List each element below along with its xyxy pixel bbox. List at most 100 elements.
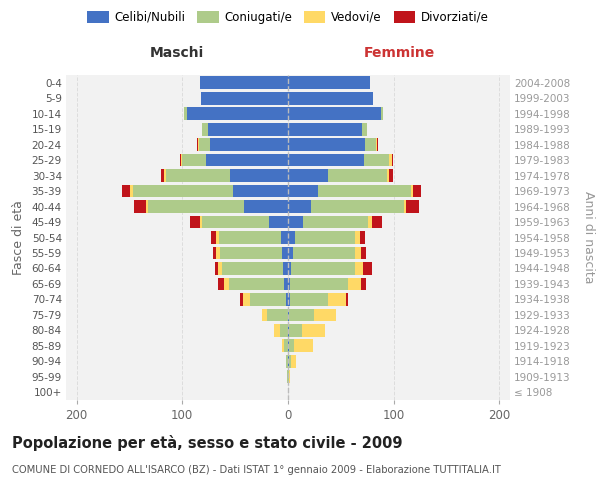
Bar [293,246,355,260]
Bar [355,262,363,275]
Bar [288,123,362,136]
Bar [230,169,288,182]
Bar [371,216,382,228]
Bar [267,308,288,321]
Bar [290,293,328,306]
Y-axis label: Fasce di età: Fasce di età [11,200,25,275]
Bar [288,278,290,290]
Bar [355,231,360,244]
Bar [229,278,284,290]
Bar [348,278,361,290]
Bar [262,308,267,321]
Bar [302,324,325,336]
Bar [363,262,371,275]
Bar [280,324,288,336]
Bar [289,340,295,352]
Bar [381,108,383,120]
Bar [281,340,284,352]
Bar [284,278,288,290]
Bar [360,231,365,244]
Bar [311,200,404,213]
Bar [288,324,289,336]
Bar [288,246,293,260]
Bar [286,293,288,306]
Bar [288,262,291,275]
Bar [289,324,302,336]
Bar [286,355,288,368]
Bar [288,200,311,213]
Bar [361,278,366,290]
Bar [288,92,373,104]
Bar [289,370,290,383]
Bar [241,293,242,306]
Bar [290,278,348,290]
Bar [413,184,421,198]
Bar [346,293,348,306]
Bar [328,169,388,182]
Bar [295,340,313,352]
Bar [288,355,289,368]
Bar [288,169,328,182]
Bar [218,262,223,275]
Bar [133,184,233,198]
Bar [130,184,133,198]
Bar [406,200,419,213]
Bar [288,138,365,151]
Bar [182,154,206,166]
Legend: Celibi/Nubili, Coniugati/e, Vedovi/e, Divorziati/e: Celibi/Nubili, Coniugati/e, Vedovi/e, Di… [87,11,489,24]
Y-axis label: Anni di nascita: Anni di nascita [582,191,595,284]
Bar [362,123,367,136]
Bar [377,138,378,151]
Bar [181,154,182,166]
Bar [198,138,199,151]
Bar [287,370,288,383]
Bar [219,231,281,244]
Bar [161,169,164,182]
Bar [388,169,389,182]
Bar [283,262,288,275]
Bar [291,262,355,275]
Bar [250,293,286,306]
Bar [213,246,216,260]
Bar [148,200,244,213]
Bar [317,184,410,198]
Bar [355,246,361,260]
Bar [187,108,288,120]
Bar [269,216,288,228]
Bar [197,138,198,151]
Bar [200,76,288,89]
Bar [376,138,377,151]
Bar [218,278,224,290]
Bar [288,154,364,166]
Bar [364,154,389,166]
Bar [242,293,250,306]
Bar [291,355,296,368]
Bar [224,278,229,290]
Text: Maschi: Maschi [150,46,204,60]
Bar [202,123,208,136]
Bar [288,340,289,352]
Bar [199,138,210,151]
Bar [206,154,288,166]
Bar [314,308,335,321]
Bar [244,200,288,213]
Bar [202,216,269,228]
Bar [288,184,317,198]
Bar [410,184,413,198]
Bar [202,92,288,104]
Bar [284,340,288,352]
Bar [211,231,216,244]
Bar [200,216,202,228]
Bar [288,76,370,89]
Bar [281,231,288,244]
Text: Popolazione per età, sesso e stato civile - 2009: Popolazione per età, sesso e stato civil… [12,435,403,451]
Bar [216,231,219,244]
Bar [190,216,200,228]
Bar [180,154,181,166]
Bar [164,169,166,182]
Bar [281,246,288,260]
Bar [303,216,368,228]
Bar [210,138,288,151]
Bar [404,200,406,213]
Bar [295,231,355,244]
